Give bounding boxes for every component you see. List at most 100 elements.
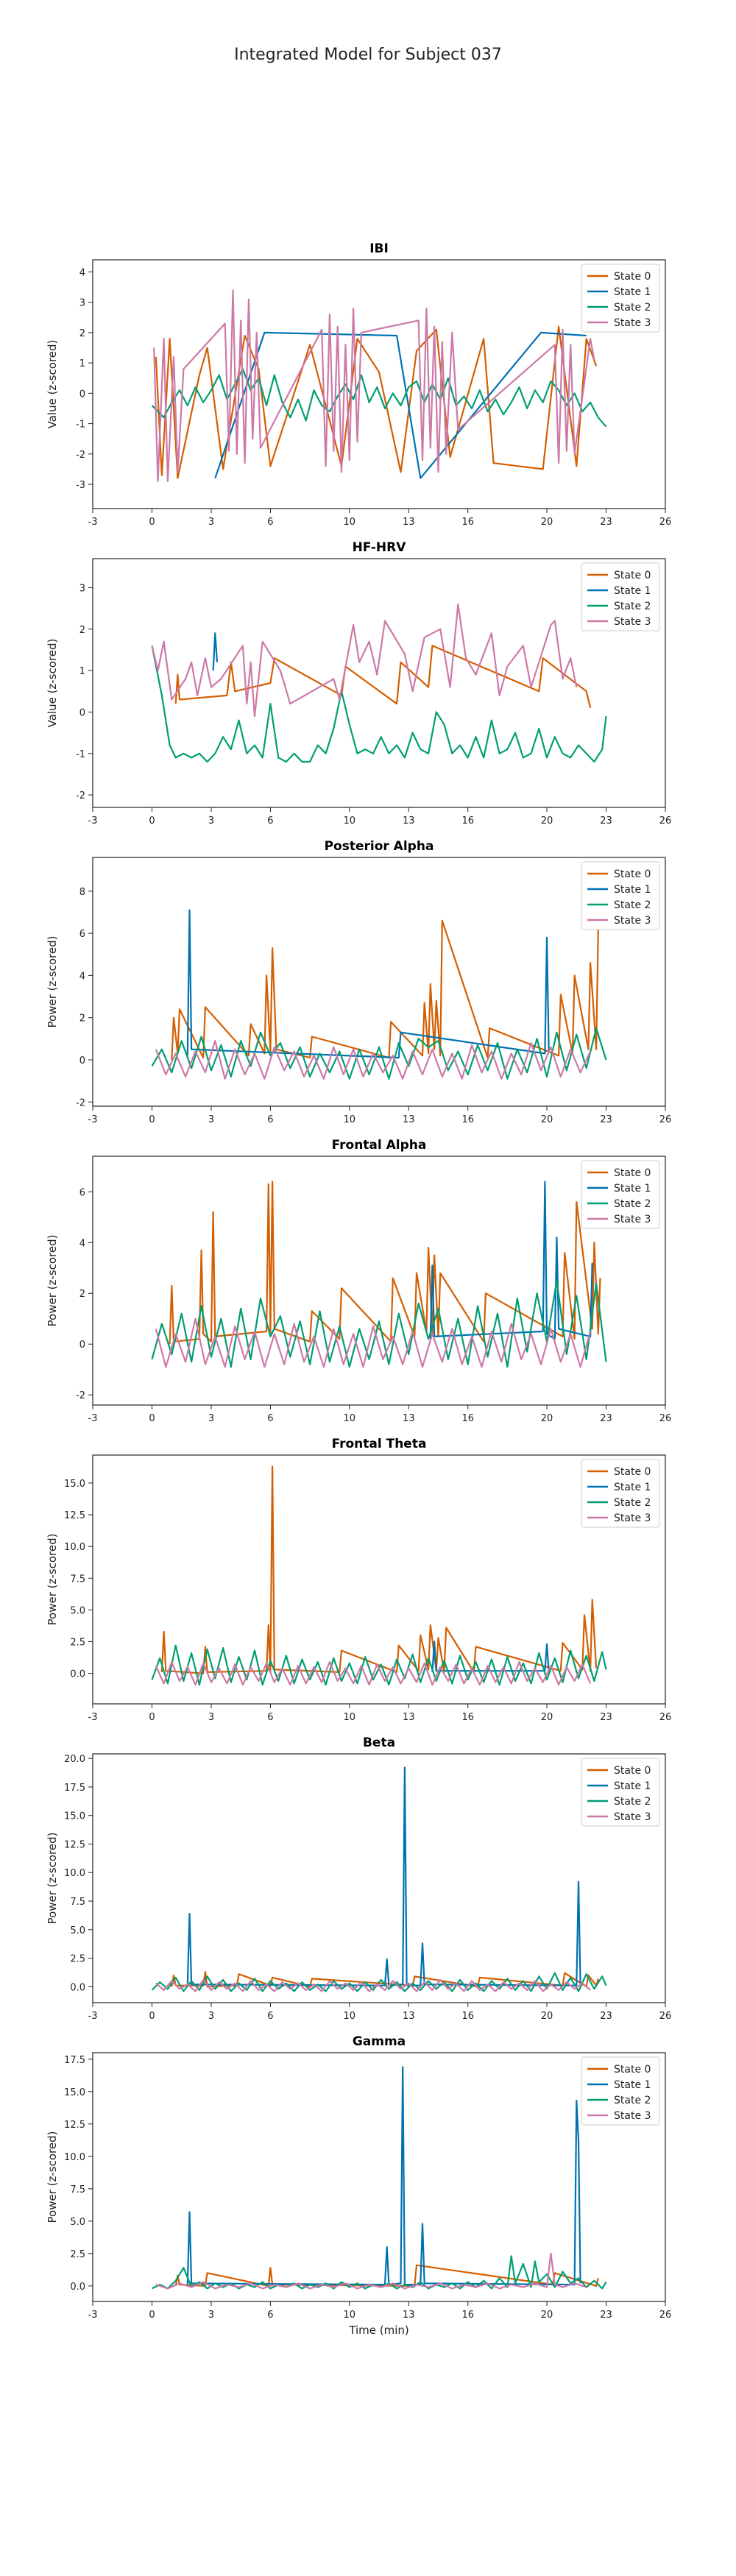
y-tick-label: 0.0 — [70, 1982, 85, 1993]
y-tick-label: 7.5 — [70, 2184, 85, 2195]
legend: State 0 State 1 State 2 State 3 — [581, 2056, 660, 2126]
x-tick-label: 20 — [541, 1413, 553, 1424]
y-tick-label: 2.5 — [70, 2249, 85, 2260]
x-tick-label: 3 — [208, 2011, 214, 2022]
x-tick-label: 23 — [600, 1114, 612, 1125]
legend-label: State 0 — [614, 570, 651, 581]
axes-frame — [92, 259, 666, 509]
series-line-state-0 — [155, 325, 598, 479]
x-tick-label: -3 — [88, 815, 98, 827]
series-group — [151, 289, 607, 483]
y-axis-label: Value (z-scored) — [46, 340, 59, 429]
y-tick-label: 17.5 — [64, 2055, 85, 2066]
x-tick-label: 23 — [600, 517, 612, 528]
panel-title: Frontal Alpha — [332, 1138, 427, 1153]
y-tick-label: 0 — [79, 389, 85, 400]
x-tick-label: 13 — [403, 2011, 415, 2022]
y-axis-label: Power (z-scored) — [46, 1534, 59, 1626]
y-axis-label: Value (z-scored) — [46, 639, 59, 728]
series-line-state-2 — [152, 2255, 607, 2290]
series-line-state-1 — [186, 909, 550, 1059]
x-tick-label: 0 — [149, 517, 155, 528]
x-tick-label: 20 — [541, 517, 553, 528]
x-tick-label: 20 — [541, 2011, 553, 2022]
y-tick-label: -1 — [76, 420, 85, 431]
legend: State 0 State 1 State 2 State 3 — [581, 263, 660, 333]
x-tick-label: 13 — [403, 2310, 415, 2321]
panel-title: Frontal Theta — [332, 1437, 427, 1451]
series-line-state-0 — [160, 1465, 598, 1674]
y-tick-label: 6 — [79, 1187, 85, 1198]
series-line-state-3 — [153, 289, 595, 483]
x-tick-label: 10 — [343, 2310, 355, 2321]
chart-panel-6: Beta -3 0 3 6 10 13 16 20 23 26 0.0 2.5 5.0 7.5 10.0 12.… — [46, 1735, 671, 2022]
x-tick-label: 0 — [149, 2310, 155, 2321]
x-tick-label: 13 — [403, 1712, 415, 1723]
x-tick-label: 20 — [541, 1712, 553, 1723]
y-tick-label: -3 — [76, 480, 85, 491]
x-tick-label: 26 — [659, 2310, 672, 2321]
series-group — [151, 603, 607, 763]
y-tick-label: 2 — [79, 1013, 85, 1025]
legend-label: State 2 — [614, 1796, 651, 1808]
x-axis-label: Time (min) — [348, 2324, 408, 2337]
series-line-state-3 — [155, 1978, 591, 1992]
x-tick-label: -3 — [88, 2011, 98, 2022]
legend-box — [581, 1758, 660, 1827]
y-tick-label: 2.5 — [70, 1954, 85, 1965]
y-tick-label: 7.5 — [70, 1897, 85, 1908]
y-tick-label: 10.0 — [64, 2152, 85, 2163]
series-line-state-1 — [431, 1641, 550, 1672]
y-tick-label: -2 — [76, 790, 85, 802]
x-tick-label: 0 — [149, 815, 155, 827]
axes-frame — [92, 1454, 666, 1705]
y-tick-label: 0 — [79, 707, 85, 718]
legend-label: State 3 — [614, 1214, 651, 1225]
x-tick-label: 10 — [343, 1413, 355, 1424]
y-tick-label: 3 — [79, 583, 85, 594]
y-tick-label: 20.0 — [64, 1754, 85, 1765]
x-tick-label: 3 — [208, 815, 214, 827]
y-tick-label: 4 — [79, 971, 85, 982]
x-tick-label: 23 — [600, 2310, 612, 2321]
figure-title: Integrated Model for Subject 037 — [234, 46, 502, 64]
y-tick-label: 2 — [79, 328, 85, 339]
x-tick-label: 23 — [600, 1413, 612, 1424]
y-tick-label: 0 — [79, 1340, 85, 1351]
legend-label: State 0 — [614, 1765, 651, 1777]
x-tick-label: 10 — [343, 815, 355, 827]
legend-label: State 0 — [614, 1466, 651, 1478]
panel-title: IBI — [369, 241, 389, 256]
legend: State 0 State 1 State 2 State 3 — [581, 1459, 660, 1528]
legend-label: State 1 — [614, 1482, 651, 1493]
x-tick-label: 26 — [659, 517, 672, 528]
y-axis-label: Power (z-scored) — [46, 1833, 59, 1925]
y-tick-label: 2 — [79, 625, 85, 636]
x-tick-label: 3 — [208, 1413, 214, 1424]
legend-label: State 0 — [614, 1167, 651, 1179]
x-tick-label: -3 — [88, 2310, 98, 2321]
x-tick-label: 10 — [343, 2011, 355, 2022]
series-line-state-2 — [151, 368, 607, 428]
legend-label: State 1 — [614, 1183, 651, 1195]
series-line-state-3 — [155, 2252, 587, 2290]
panel-title: HF-HRV — [353, 540, 407, 555]
legend-box — [581, 562, 660, 631]
legend-label: State 2 — [614, 1198, 651, 1210]
y-tick-label: 7.5 — [70, 1574, 85, 1585]
legend: State 0 State 1 State 2 State 3 — [581, 861, 660, 930]
y-tick-label: 5.0 — [70, 2217, 85, 2228]
x-tick-label: 16 — [461, 815, 474, 827]
axes-frame — [92, 558, 666, 808]
x-tick-label: 3 — [208, 2310, 214, 2321]
series-line-state-3 — [151, 603, 578, 718]
panel-title: Beta — [363, 1735, 395, 1750]
x-tick-label: 10 — [343, 1712, 355, 1723]
y-tick-label: -2 — [76, 450, 85, 461]
series-line-state-2 — [151, 645, 607, 763]
x-tick-label: 13 — [403, 517, 415, 528]
legend-box — [581, 1459, 660, 1528]
y-tick-label: -2 — [76, 1097, 85, 1108]
x-tick-label: 6 — [267, 517, 273, 528]
